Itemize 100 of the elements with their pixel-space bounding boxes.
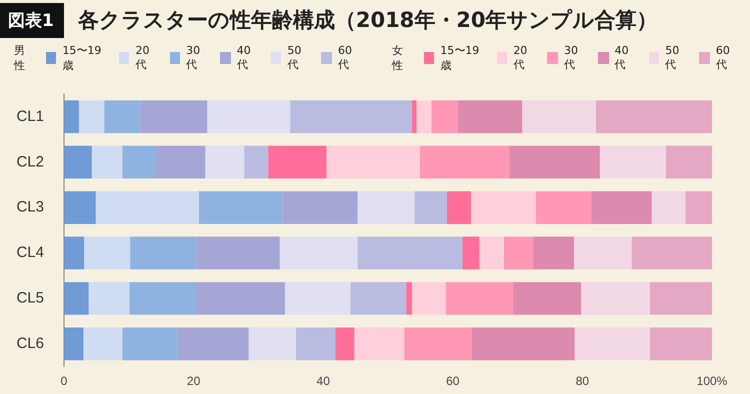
bar <box>650 282 712 315</box>
bar <box>268 146 326 179</box>
bar <box>591 191 652 224</box>
bar <box>533 236 574 270</box>
bar <box>632 236 712 270</box>
bar <box>666 146 712 179</box>
bar <box>207 100 290 134</box>
legend-label: 15〜19歳 <box>440 43 480 73</box>
x-tick-label: 80 <box>576 374 590 388</box>
bar <box>177 328 249 360</box>
bar <box>596 100 712 134</box>
bar <box>196 236 280 270</box>
bar <box>416 100 432 134</box>
bar <box>290 100 412 134</box>
bar <box>130 236 196 270</box>
bar <box>88 282 130 315</box>
x-tick-label: 60 <box>446 374 460 388</box>
legend-label: 30代 <box>564 44 579 72</box>
y-tick-label: CL1 <box>16 108 44 125</box>
text: 女性 <box>392 43 404 73</box>
bar <box>581 282 650 315</box>
x-tick-label: 20 <box>186 374 201 388</box>
bar <box>600 146 666 179</box>
bar <box>536 191 592 224</box>
bar <box>652 191 686 224</box>
y-tick-label: CL3 <box>16 198 44 216</box>
bar <box>354 328 404 360</box>
bar <box>248 328 296 360</box>
bar <box>522 100 596 134</box>
y-tick-label: CL4 <box>16 244 44 262</box>
bar <box>280 236 358 270</box>
bar <box>64 191 96 224</box>
legend-label: 50代 <box>665 44 680 72</box>
bar <box>470 191 536 224</box>
bar <box>140 100 208 134</box>
bar <box>479 236 504 270</box>
bar <box>78 100 104 134</box>
bar <box>472 328 575 360</box>
bar <box>156 146 206 179</box>
bar <box>513 282 582 315</box>
legend-label: 60代 <box>338 44 354 72</box>
bar <box>431 100 458 134</box>
y-tick-label: CL2 <box>16 153 44 170</box>
bar <box>64 146 92 179</box>
x-tick-label: 0 <box>60 374 68 388</box>
bar <box>284 282 350 315</box>
bar <box>336 328 354 360</box>
x-tick-label: 40 <box>316 374 330 388</box>
bar <box>122 146 156 179</box>
y-tick-label: CL6 <box>16 335 44 352</box>
bar <box>406 282 412 315</box>
bar <box>458 100 522 134</box>
bar <box>196 282 285 315</box>
legend-label: 60代 <box>716 44 731 72</box>
bar <box>64 236 84 270</box>
bar <box>326 146 420 179</box>
bar <box>509 146 600 179</box>
bar <box>414 191 447 224</box>
bar <box>96 191 199 224</box>
bar <box>404 328 472 360</box>
bar <box>350 282 406 315</box>
bar <box>685 191 712 224</box>
bar <box>446 191 471 224</box>
bar <box>650 328 712 360</box>
bar <box>64 282 89 315</box>
bar <box>205 146 244 179</box>
bar <box>462 236 480 270</box>
bar <box>244 146 268 179</box>
y-tick-label: CL5 <box>16 290 44 307</box>
chart-subtitle: 図表1 <box>0 2 64 38</box>
bar <box>358 191 415 224</box>
legend-label: 30代 <box>186 44 202 72</box>
bar <box>412 100 417 134</box>
legend-label: 15〜19歳 <box>62 43 102 73</box>
bar <box>64 100 79 134</box>
bar <box>358 236 463 270</box>
bar <box>84 236 130 270</box>
chart-title: 各クラスターの性年齢構成（2018年・20年サンプル合算） <box>78 7 658 34</box>
bar <box>104 100 140 134</box>
legend-label: 20代 <box>135 44 150 72</box>
bar <box>198 191 282 224</box>
bar <box>504 236 534 270</box>
text: 男性 <box>14 43 26 73</box>
bar <box>282 191 358 224</box>
bar <box>296 328 336 360</box>
bar <box>412 282 446 315</box>
bar <box>122 328 178 360</box>
bar <box>92 146 122 179</box>
bar <box>420 146 510 179</box>
legend-label: 40代 <box>614 44 630 72</box>
bar <box>446 282 514 315</box>
legend-label: 20代 <box>513 44 528 72</box>
bar <box>574 236 632 270</box>
bar <box>129 282 196 315</box>
legend-label: 40代 <box>236 44 252 72</box>
bar <box>574 328 650 360</box>
bar <box>64 328 84 360</box>
x-tick-label: 100% <box>696 374 728 388</box>
bar <box>83 328 122 360</box>
legend-label: 50代 <box>287 44 302 72</box>
